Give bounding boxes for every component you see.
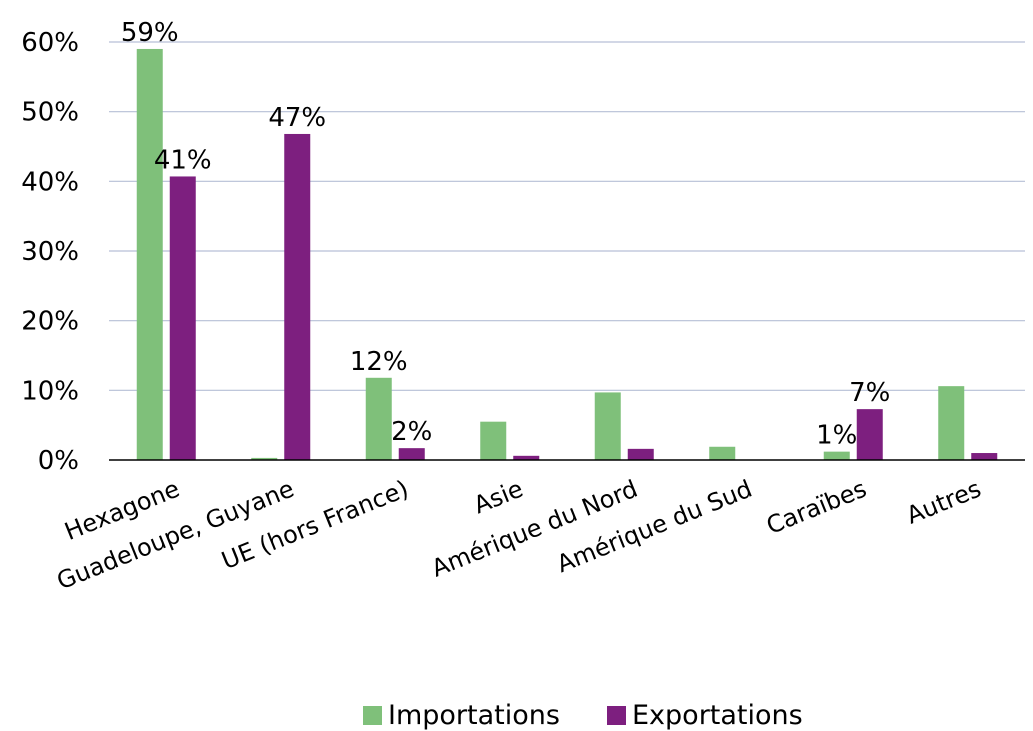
bar-exportations-0 [169,176,196,460]
y-tick-label: 50% [21,98,79,128]
category-label: Autres [903,475,985,530]
category-label: UE (hors France) [218,475,413,575]
bar-importations-3 [480,421,507,460]
bar-exportations-1 [284,133,311,460]
y-tick-label: 40% [21,167,79,197]
bar-exportations-3 [513,455,540,460]
category-label: Asie [470,475,527,520]
bar-exportations-4 [627,448,654,460]
data-label-exportations-6: 7% [849,378,890,408]
bar-importations-2 [365,377,392,460]
data-label-exportations-0: 41% [154,145,212,175]
bar-importations-7 [938,386,965,460]
data-label-importations-0: 59% [121,18,179,48]
category-label: Caraïbes [762,475,870,540]
y-tick-label: 60% [21,28,79,58]
data-label-exportations-1: 47% [268,103,326,133]
bar-importations-5 [709,446,736,460]
y-tick-label: 20% [21,307,79,337]
data-label-exportations-2: 2% [391,417,432,447]
bar-importations-4 [594,392,621,460]
y-tick-label: 30% [21,237,79,267]
data-label-importations-6: 1% [816,421,857,451]
y-axis-tick-labels: 0% 10% 20% 30% 40% 50% 60% [21,28,79,476]
gridlines [109,41,1025,391]
data-labels: 59% 12% 1% 41% 47% 2% 7% [121,18,891,451]
bars [136,48,998,460]
bar-importations-1 [251,457,278,460]
y-tick-label: 10% [21,376,79,406]
bar-importations-0 [136,48,163,460]
y-tick-label: 0% [38,446,79,476]
bar-importations-6 [823,451,850,460]
bar-exportations-7 [971,453,998,460]
data-label-importations-2: 12% [350,347,408,377]
bar-exportations-2 [398,448,425,460]
category-label: Amérique du Sud [553,475,756,579]
bar-exportations-6 [856,409,883,460]
